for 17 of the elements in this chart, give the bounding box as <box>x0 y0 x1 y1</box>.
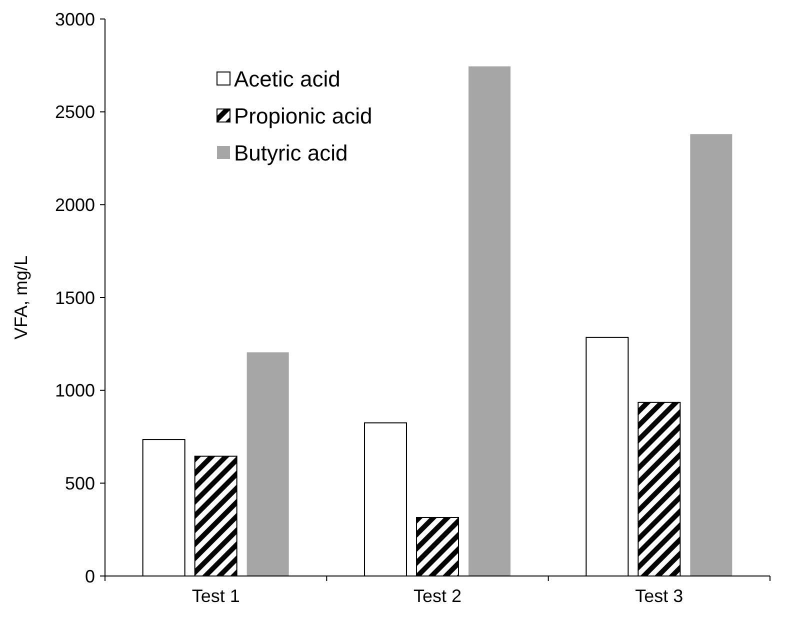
bar <box>690 134 732 576</box>
y-tick-label: 0 <box>84 566 95 586</box>
x-tick-label: Test 1 <box>192 586 240 606</box>
bar <box>246 352 289 576</box>
legend-label: Propionic acid <box>234 104 372 129</box>
x-tick-label: Test 3 <box>635 586 684 606</box>
bar <box>468 66 510 576</box>
y-tick-label: 1000 <box>54 380 95 401</box>
legend-label: Acetic acid <box>234 66 340 92</box>
y-tick-label: 2000 <box>54 194 95 215</box>
legend-label: Butyric acid <box>234 140 348 166</box>
y-tick-label: 3000 <box>54 9 95 30</box>
y-tick-label: 1500 <box>54 288 95 308</box>
y-tick-label: 500 <box>64 473 95 494</box>
y-tick-label: 2500 <box>54 102 95 122</box>
y-axis-title: VFA, mg/L <box>11 255 31 340</box>
x-tick-label: Test 2 <box>413 586 462 606</box>
